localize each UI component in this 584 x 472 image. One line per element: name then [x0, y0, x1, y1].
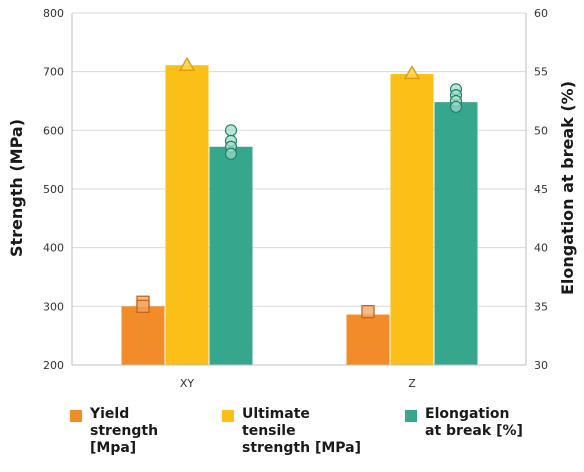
x-tick-label: Z [408, 377, 416, 390]
y-tick-label-left: 800 [43, 7, 64, 20]
data-point-triangle [178, 56, 196, 71]
y-tick-label-left: 300 [43, 300, 64, 313]
legend-swatch-yield [70, 410, 82, 422]
bars [121, 65, 478, 366]
y-tick-label-left: 600 [43, 124, 64, 137]
y-tick-label-right: 60 [534, 7, 548, 20]
y-tick-label-left: 200 [43, 359, 64, 372]
bar [434, 102, 478, 365]
bar [165, 65, 209, 366]
y-tick-label-right: 40 [534, 242, 548, 255]
legend-item-ultimate: Ultimate tensile strength [MPa] [222, 406, 361, 457]
y-tick-label-right: 50 [534, 124, 548, 137]
data-point-circle [449, 100, 463, 113]
chart: 200 30 300 35 400 40 500 45 600 50 700 55 800 60 XY Z S… [7, 7, 577, 390]
legend-label-elongation: Elongation at break [%] [425, 406, 523, 439]
legend-item-yield: Yield strength [Mpa] [70, 406, 158, 457]
y-tick-label-left: 400 [43, 242, 64, 255]
y-axis-title-right: Elongation at break (%) [558, 81, 577, 295]
y-tick-label-left: 500 [43, 183, 64, 196]
data-point-square [136, 299, 150, 313]
legend: Yield strength [Mpa] Ultimate tensile st… [0, 406, 584, 472]
x-tick-label: XY [180, 377, 195, 390]
legend-swatch-ultimate [222, 410, 234, 422]
data-markers [136, 56, 463, 319]
y-tick-label-right: 35 [534, 300, 548, 313]
axes: 200 30 300 35 400 40 500 45 600 50 700 55 800 60 XY Z [43, 7, 548, 390]
legend-swatch-elongation [405, 410, 417, 422]
legend-label-yield: Yield strength [Mpa] [90, 406, 159, 456]
y-tick-label-right: 45 [534, 183, 548, 196]
bar [121, 306, 165, 365]
legend-label-ultimate: Ultimate tensile strength [MPa] [242, 406, 362, 456]
legend-item-elongation: Elongation at break [%] [405, 406, 523, 440]
bar [390, 74, 434, 365]
y-tick-label-right: 55 [534, 66, 548, 79]
data-point-circle [224, 147, 238, 160]
bar [209, 146, 253, 365]
data-point-triangle [403, 65, 421, 80]
data-point-square [361, 304, 375, 319]
data-point-circle [224, 124, 238, 137]
y-axis-title-left: Strength (MPa) [7, 119, 26, 257]
y-tick-label-right: 30 [534, 359, 548, 372]
bar [346, 314, 390, 365]
y-tick-label-left: 700 [43, 66, 64, 79]
